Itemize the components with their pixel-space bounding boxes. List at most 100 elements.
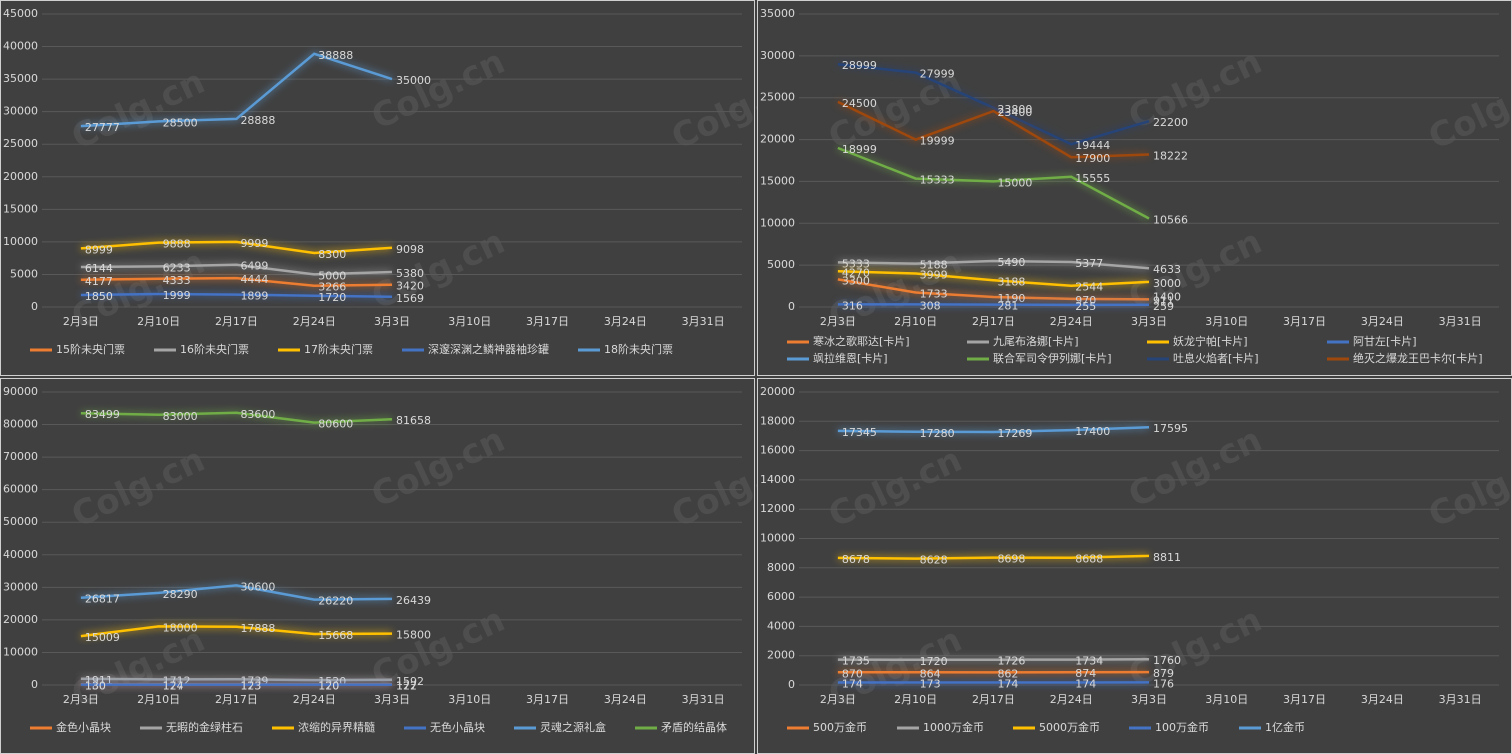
data-label: 864 (920, 667, 941, 680)
x-tick-label: 2月10日 (137, 693, 180, 706)
y-tick-label: 10000 (3, 645, 38, 658)
data-label: 5000 (318, 269, 346, 282)
x-tick-label: 2月17日 (972, 315, 1015, 328)
y-tick-label: 45000 (3, 7, 38, 20)
x-tick-label: 3月24日 (1361, 693, 1404, 706)
legend-label: 无色小晶块 (430, 720, 485, 734)
data-label: 83600 (240, 408, 275, 421)
chart-panel: Colg.cn Colg.cn Colg.cnColg.cnColg.cn02000… (757, 378, 1512, 754)
data-label: 3999 (920, 269, 948, 282)
y-tick-label: 20000 (3, 170, 38, 183)
data-label: 80600 (318, 418, 353, 431)
data-label: 9888 (163, 238, 191, 251)
data-label: 9098 (396, 243, 424, 256)
data-label: 8688 (1075, 553, 1103, 566)
panel-frame (757, 0, 1512, 376)
data-label: 27999 (920, 68, 955, 81)
legend-label: 九尾布洛娜[卡片] (993, 334, 1079, 348)
x-tick-label: 2月10日 (137, 315, 180, 328)
x-tick-label: 2月24日 (1050, 315, 1093, 328)
data-label: 15800 (396, 629, 431, 642)
x-tick-label: 2月17日 (972, 693, 1015, 706)
data-label: 19444 (1075, 139, 1110, 152)
legend-label: 浓缩的异界精髓 (298, 720, 375, 734)
data-label: 1400 (1153, 290, 1181, 303)
y-tick-label: 16000 (760, 444, 795, 457)
data-label: 308 (920, 299, 941, 312)
data-label: 83499 (85, 408, 120, 421)
data-label: 19999 (920, 135, 955, 148)
series-line (837, 270, 1150, 287)
data-label: 4444 (240, 273, 268, 286)
y-tick-label: 6000 (767, 590, 795, 603)
data-label: 874 (1075, 667, 1096, 680)
x-tick-label: 2月3日 (820, 693, 856, 706)
x-tick-label: 3月31日 (682, 315, 725, 328)
y-tick-label: 20000 (760, 133, 795, 146)
data-label: 172 (396, 679, 417, 692)
data-label: 26817 (85, 593, 120, 606)
data-label: 127 (396, 680, 417, 693)
data-label: 2544 (1075, 281, 1103, 294)
data-label: 1720 (920, 655, 948, 668)
x-tick-label: 3月3日 (374, 315, 410, 328)
data-label: 15555 (1075, 172, 1110, 185)
data-label: 124 (163, 680, 184, 693)
data-label: 26439 (396, 594, 431, 607)
series-line (80, 677, 393, 682)
legend-label: 1亿金币 (1265, 720, 1305, 734)
data-label: 5490 (997, 256, 1025, 269)
series-line (80, 625, 393, 638)
data-label: 176 (1153, 677, 1174, 690)
data-label: 18999 (842, 143, 877, 156)
data-label: 18000 (163, 621, 198, 634)
data-label: 17595 (1153, 422, 1188, 435)
y-tick-label: 30000 (3, 105, 38, 118)
x-tick-label: 3月10日 (1205, 693, 1248, 706)
x-tick-label: 2月3日 (820, 315, 856, 328)
data-label: 35000 (396, 74, 431, 87)
y-tick-label: 18000 (760, 414, 795, 427)
y-tick-label: 25000 (3, 137, 38, 150)
data-label: 8999 (85, 243, 113, 256)
y-tick-label: 0 (31, 678, 38, 691)
x-tick-label: 3月3日 (1131, 693, 1167, 706)
y-tick-label: 10000 (760, 532, 795, 545)
data-label: 24500 (842, 97, 877, 110)
data-label: 1569 (396, 292, 424, 305)
legend-label: 5000万金币 (1039, 720, 1100, 734)
y-tick-label: 80000 (3, 418, 38, 431)
data-label: 5188 (920, 259, 948, 272)
data-label: 15009 (85, 631, 120, 644)
legend-label: 金色小晶块 (56, 720, 111, 734)
data-label: 4270 (842, 266, 870, 279)
legend-label: 绝灭之爆龙王巴卡尔[卡片] (1353, 351, 1483, 365)
data-label: 23400 (997, 106, 1032, 119)
data-label: 17345 (842, 426, 877, 439)
series-line (80, 292, 393, 299)
y-tick-label: 4000 (767, 619, 795, 632)
series-line (837, 425, 1150, 434)
data-label: 17280 (920, 427, 955, 440)
data-label: 4333 (163, 274, 191, 287)
y-tick-label: 30000 (760, 49, 795, 62)
data-label: 83000 (163, 410, 198, 423)
data-label: 174 (1075, 677, 1096, 690)
legend-label: 寒冰之歌耶达[卡片] (813, 334, 910, 348)
data-label: 4633 (1153, 263, 1181, 276)
legend-label: 16阶未央门票 (180, 342, 249, 356)
y-tick-label: 15000 (3, 202, 38, 215)
y-tick-label: 12000 (760, 502, 795, 515)
y-tick-label: 20000 (760, 385, 795, 398)
data-label: 18222 (1153, 149, 1188, 162)
y-tick-label: 35000 (760, 7, 795, 20)
series-line (80, 276, 393, 287)
data-label: 1999 (163, 289, 191, 302)
y-tick-label: 15000 (760, 174, 795, 187)
y-tick-label: 0 (31, 300, 38, 313)
x-tick-label: 3月24日 (604, 315, 647, 328)
data-label: 28500 (163, 116, 198, 129)
data-label: 870 (842, 667, 863, 680)
data-label: 177 (163, 679, 184, 692)
